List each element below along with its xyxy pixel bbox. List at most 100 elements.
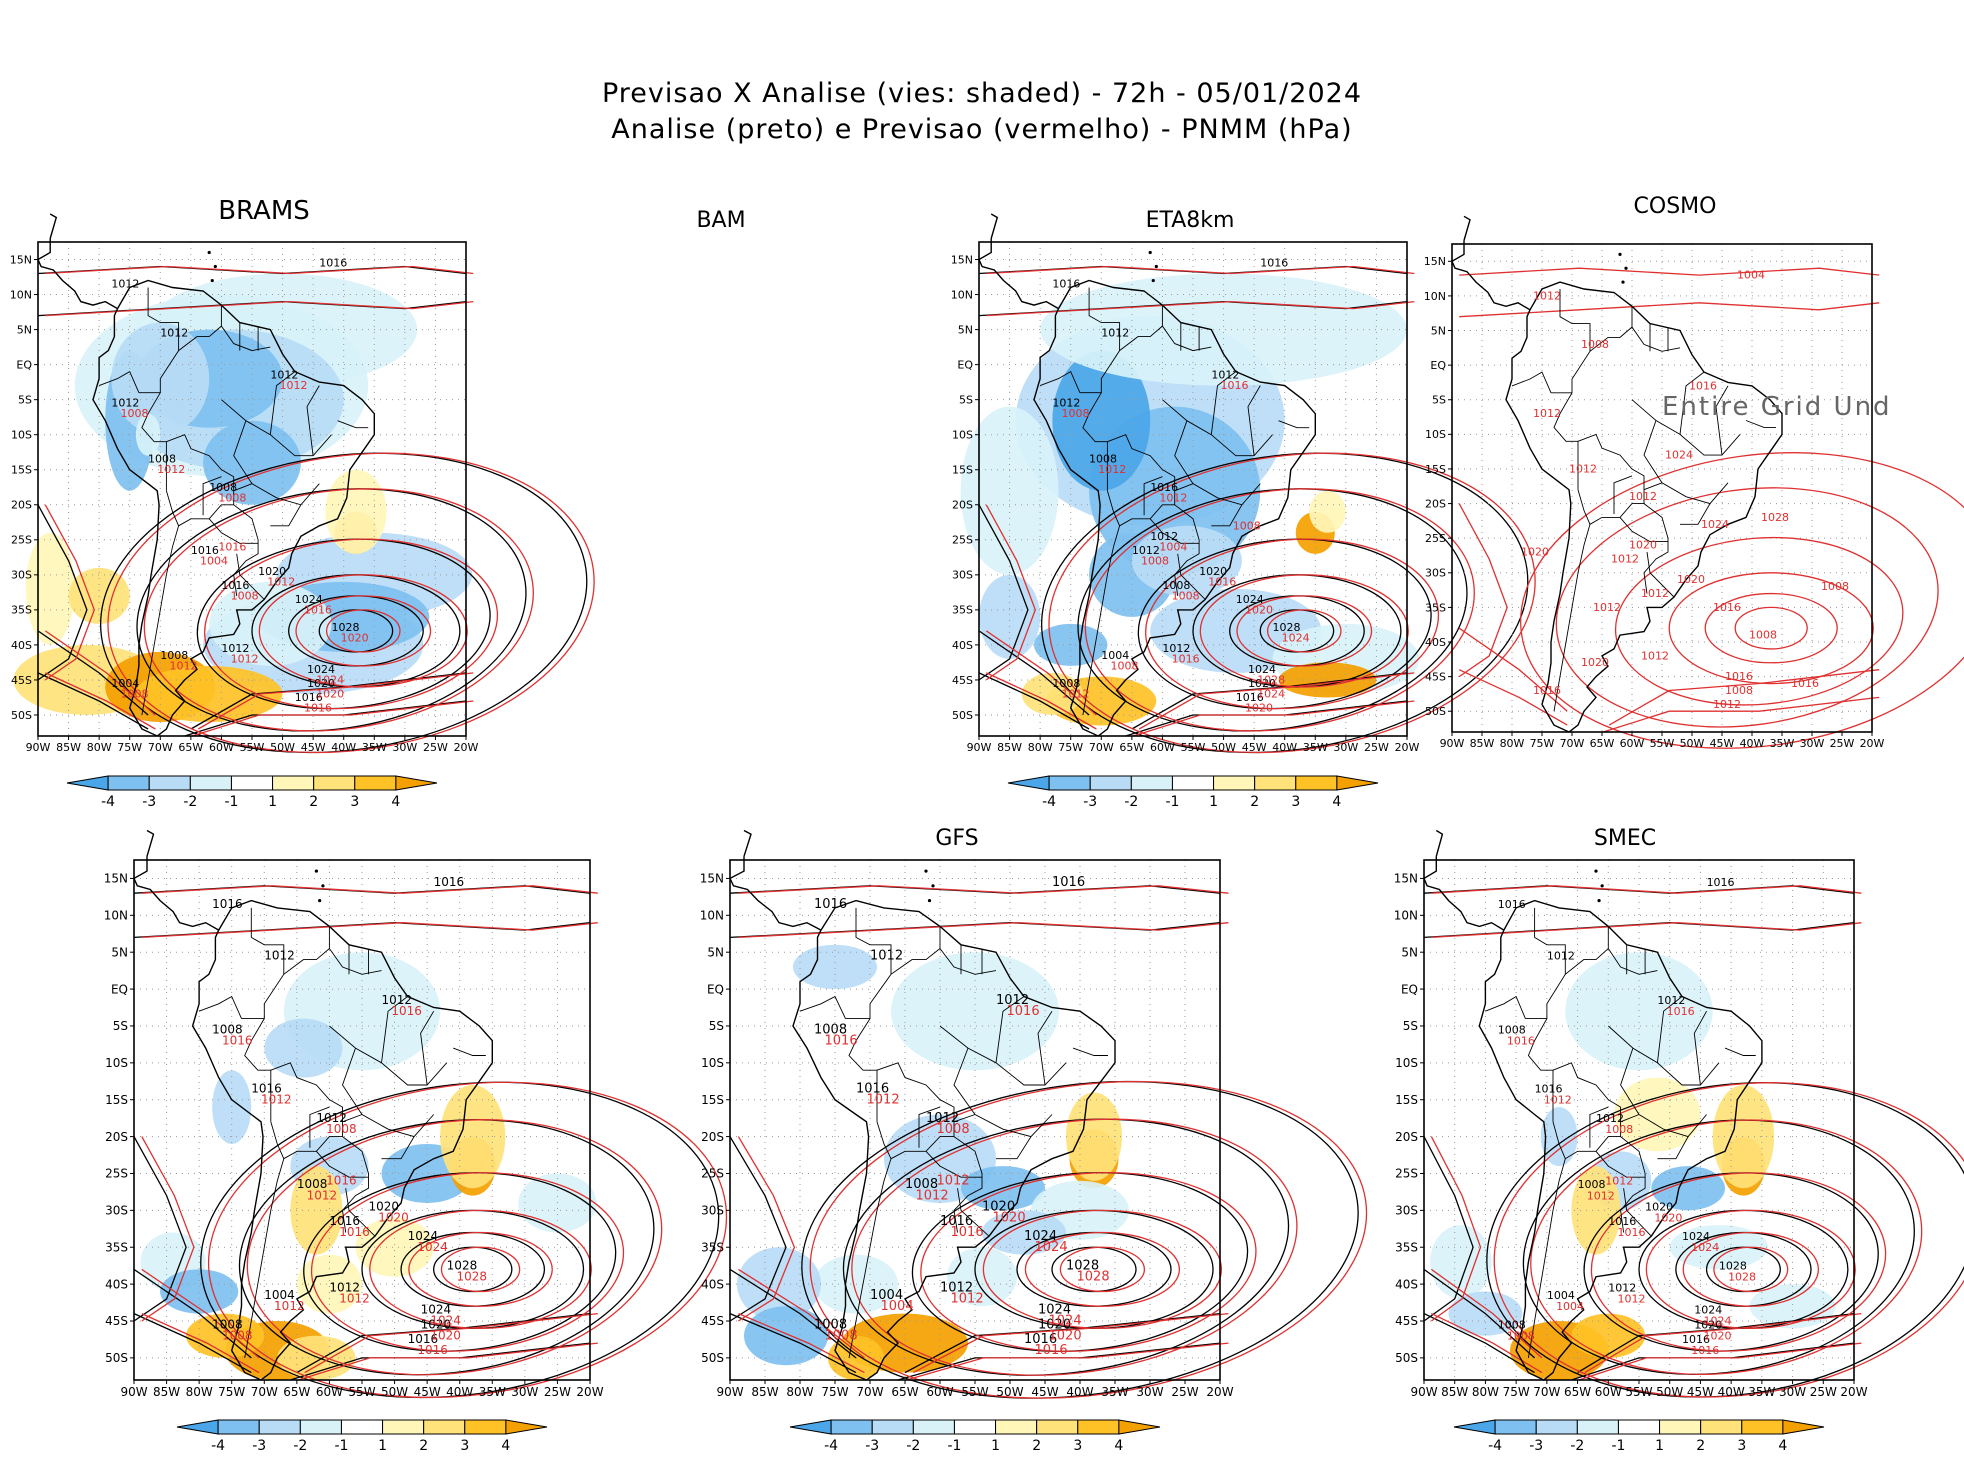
contour-label-forecast: 1008 xyxy=(121,407,149,420)
contour-label-forecast: 1008 xyxy=(1605,1123,1633,1136)
border-line xyxy=(1595,1151,1646,1178)
contour-label-forecast: 1020 xyxy=(316,687,344,700)
contour-label-analysis: 1008 xyxy=(212,1022,243,1036)
bias-blob xyxy=(1565,952,1713,1071)
lat-tick-label: 5S xyxy=(959,394,973,407)
figure-title-line1: Previsao X Analise (vies: shaded) - 72h … xyxy=(601,78,1362,109)
contour-label-forecast: 1012 xyxy=(169,659,197,672)
bias-blob xyxy=(793,944,877,990)
panel-title-brams: BRAMS xyxy=(218,196,310,226)
contour-label-forecast: 1016 xyxy=(1791,677,1819,690)
coastline-central-america xyxy=(1451,240,1531,311)
colorbar-label: 1 xyxy=(1209,794,1218,810)
colorbar-label: -2 xyxy=(183,794,197,810)
colorbar-label: 4 xyxy=(1778,1438,1787,1454)
contour-label-forecast: 1024 xyxy=(1665,449,1693,462)
contour-label-analysis: 1012 xyxy=(270,369,298,382)
border-line xyxy=(345,1188,376,1237)
border-line xyxy=(1534,907,1566,975)
contour-label-forecast: 1020 xyxy=(1521,545,1549,558)
bias-shading xyxy=(140,952,597,1380)
border-line xyxy=(1589,1106,1609,1148)
contour-label-forecast: 1012 xyxy=(1593,601,1621,614)
contour-label-forecast: 1012 xyxy=(267,575,295,588)
colorbar-swatch xyxy=(830,1419,873,1435)
contour-label-forecast: 1024 xyxy=(1691,1241,1719,1254)
map-smec: 1016101610121012100810161012100810161020… xyxy=(1394,829,1964,1399)
contour-label-forecast: 1012 xyxy=(1611,552,1639,565)
colorbar-label: 4 xyxy=(1114,1438,1123,1454)
coastline-yucatan xyxy=(1463,215,1471,241)
isobar xyxy=(408,1231,553,1307)
lat-tick-label: 5N xyxy=(1431,324,1446,337)
border-line xyxy=(1088,287,1121,351)
border-line xyxy=(1724,1047,1756,1056)
isobar xyxy=(1458,503,1508,678)
isobar xyxy=(258,574,468,688)
contour-label-analysis: 1020 xyxy=(1248,677,1276,690)
contour-label-analysis: 1024 xyxy=(295,593,323,606)
bias-blob xyxy=(212,1070,252,1144)
isobar xyxy=(298,1342,598,1381)
isobar xyxy=(842,1118,1290,1376)
border-line xyxy=(306,385,320,456)
bias-blob xyxy=(1040,273,1407,386)
lat-tick-label: 10S xyxy=(105,1056,128,1070)
colorbar-label: 1 xyxy=(1655,1438,1664,1454)
isobar xyxy=(1431,1268,1543,1359)
contour-label-analysis: 1028 xyxy=(1066,1258,1099,1273)
coastline xyxy=(1451,215,1783,733)
border-line xyxy=(270,1121,343,1160)
contour-label-analysis: 1012 xyxy=(329,1280,360,1294)
lon-tick-label: 35W xyxy=(362,741,387,754)
colorbar-swatch xyxy=(1048,775,1091,791)
lon-tick-label: 55W xyxy=(1650,737,1675,750)
border-line xyxy=(1211,504,1243,527)
border-line xyxy=(1620,1047,1707,1138)
contour-label-forecast: 1008 xyxy=(1749,629,1777,642)
contour-label-forecast: 1012 xyxy=(339,1292,370,1306)
lat-tick-label: 15N xyxy=(700,872,724,886)
border-line xyxy=(1082,525,1121,716)
isobar xyxy=(1584,1312,1862,1374)
contour-label-forecast: 1024 xyxy=(1282,631,1310,644)
contour-label-analysis: 1008 xyxy=(1578,1178,1606,1191)
border-line xyxy=(236,553,265,600)
contour-label-analysis: 1016 xyxy=(212,897,243,911)
isobar xyxy=(1138,672,1415,730)
colorbar-swatch xyxy=(871,1419,914,1435)
contour-label-forecast: 1016 xyxy=(326,1174,357,1188)
colorbar-swatch xyxy=(107,775,150,791)
isobar xyxy=(1734,606,1808,650)
colorbar-label: 3 xyxy=(1073,1438,1082,1454)
lat-tick-label: 35S xyxy=(1395,1240,1418,1254)
lon-tick-label: 20W xyxy=(1860,737,1885,750)
isobar xyxy=(978,672,1090,730)
contour-label-analysis: 1004 xyxy=(1101,649,1129,662)
lon-tick-label: 80W xyxy=(87,741,112,754)
contour-label-forecast: 1016 xyxy=(304,701,332,714)
lon-tick-label: 35W xyxy=(479,1385,506,1399)
lon-tick-label: 30W xyxy=(511,1385,538,1399)
lat-tick-label: 20S xyxy=(701,1130,724,1144)
colorbar-label: -1 xyxy=(947,1438,961,1454)
isobar xyxy=(45,672,156,730)
isobars xyxy=(37,265,595,754)
lat-tick-label: 5N xyxy=(1401,945,1418,959)
colorbar-smec: -4 -3 -2 -1 1 2 3 4 xyxy=(1453,1419,1825,1454)
isobar xyxy=(985,630,1097,716)
colorbar-label: 2 xyxy=(1250,794,1259,810)
contour-label-analysis: 1016 xyxy=(1608,1215,1636,1228)
colorbar-label: -4 xyxy=(824,1438,838,1454)
lon-tick-label: 70W xyxy=(1089,741,1114,754)
island-dot xyxy=(207,250,211,255)
contour-label-forecast: 1024 xyxy=(1701,518,1729,531)
lat-tick-label: 20S xyxy=(1425,497,1446,510)
contour-label-analysis: 1016 xyxy=(1052,875,1085,890)
colorbar-label: 3 xyxy=(460,1438,469,1454)
contour-label-analysis: 1024 xyxy=(1248,663,1276,676)
contour-label-analysis: 1012 xyxy=(1052,397,1080,410)
contour-label-analysis: 1012 xyxy=(382,993,413,1007)
contour-label-analysis: 1020 xyxy=(307,677,335,690)
contour-label-analysis: 1004 xyxy=(1547,1289,1575,1302)
